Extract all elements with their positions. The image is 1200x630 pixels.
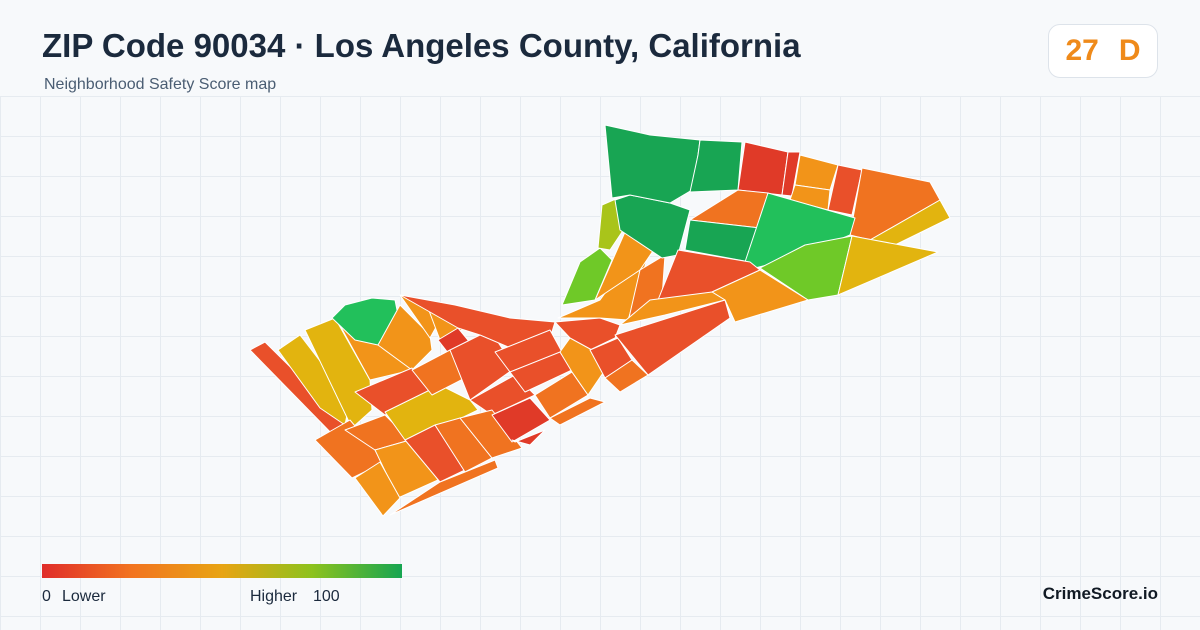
map-tract[interactable] [604,124,701,204]
score-badge: 27 D [1048,24,1158,78]
page-title: ZIP Code 90034 · Los Angeles County, Cal… [42,27,801,64]
map-tract[interactable] [837,235,939,296]
map-tract[interactable] [619,291,726,326]
legend-min-value: 0 [42,588,51,605]
map-tract[interactable] [331,297,399,346]
map-tract[interactable] [561,247,613,306]
map-tract[interactable] [491,397,551,443]
map-tract[interactable] [377,304,433,371]
brand-logo-text: CrimeScore.io [1042,584,1158,603]
map-tract[interactable] [549,397,606,426]
score-value: 27 [1065,34,1099,67]
page-subtitle: Neighborhood Safety Score map [44,76,277,93]
header: ZIP Code 90034 · Los Angeles County, Cal… [0,0,1200,96]
map-tract[interactable] [794,154,839,191]
score-grade: D [1118,34,1141,67]
map-tract[interactable] [614,299,731,376]
map-tract[interactable] [389,459,499,516]
legend-higher-label: Higher [250,588,298,605]
map-tract[interactable] [459,409,523,459]
map-tract[interactable] [354,461,401,517]
legend-gradient-bar [42,564,402,578]
map-tract[interactable] [827,164,863,216]
legend-max-value: 100 [313,588,340,605]
map-tract[interactable] [737,141,789,196]
map-tract[interactable] [511,429,546,446]
map-tract[interactable] [689,139,743,193]
legend-lower-label: Lower [62,588,106,605]
